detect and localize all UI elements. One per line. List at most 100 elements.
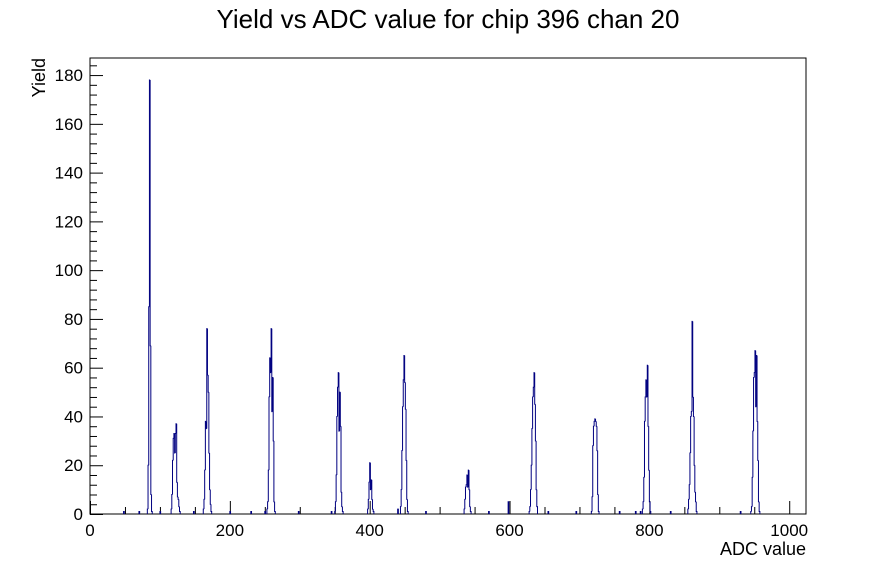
histogram-bin	[271, 328, 273, 413]
histogram-bin	[758, 501, 761, 514]
histogram-bin	[367, 498, 369, 510]
histogram-bin	[403, 354, 405, 380]
y-tick-label: 40	[64, 407, 83, 426]
histogram-bin	[209, 489, 211, 505]
histogram-bin	[597, 494, 600, 514]
histogram-bin	[530, 489, 532, 507]
histogram-bin	[751, 476, 753, 507]
histogram-bin	[179, 506, 181, 514]
axis-ticks	[90, 65, 791, 515]
histogram-bin	[534, 372, 536, 405]
histogram-bin	[176, 482, 179, 498]
x-tick-label: 600	[495, 521, 523, 540]
histogram-bin	[464, 486, 467, 500]
histogram-bin	[634, 511, 637, 514]
histogram-bin	[336, 415, 338, 475]
y-tick-label: 160	[55, 115, 83, 134]
histogram-bin	[369, 462, 372, 491]
histogram-bin	[691, 320, 693, 412]
histogram-bin	[400, 489, 402, 507]
histogram-bin	[401, 450, 403, 490]
histogram-bin	[149, 79, 151, 347]
histogram-bin	[266, 508, 268, 514]
histogram-bin	[536, 489, 538, 514]
histogram-bin	[202, 508, 204, 514]
histogram-bin	[690, 411, 693, 417]
histogram-bin	[192, 511, 195, 514]
x-axis-label: ADC value	[720, 539, 806, 559]
y-tick-label: 180	[55, 66, 83, 85]
histogram-bin	[592, 445, 594, 497]
histogram-bin	[402, 406, 404, 451]
histogram-bin	[171, 493, 173, 510]
histogram-bin	[750, 506, 753, 512]
histogram-bin	[643, 420, 646, 478]
histogram-bin	[693, 416, 695, 466]
histogram-bin	[337, 386, 339, 417]
histogram-bin	[173, 433, 175, 439]
histogram-bin	[267, 501, 269, 510]
histogram-bin	[757, 421, 759, 461]
histogram-bin	[534, 404, 537, 442]
histogram-bin	[689, 452, 691, 485]
histogram-bin	[268, 396, 270, 471]
histogram-bin	[753, 376, 755, 432]
y-tick-label: 120	[55, 212, 83, 231]
histogram-bin	[406, 499, 409, 514]
y-tick-label: 0	[74, 505, 83, 524]
histogram-bin	[547, 511, 550, 514]
histogram-bin	[274, 501, 276, 514]
histogram-bin	[172, 459, 174, 495]
histogram-bin	[644, 396, 646, 422]
histogram-bin	[151, 494, 153, 514]
y-tick-label: 80	[64, 310, 83, 329]
histogram-bin	[754, 350, 756, 373]
histogram-bin	[695, 492, 697, 503]
histogram-bin	[404, 382, 407, 410]
histogram-bin	[176, 423, 178, 483]
histogram-bin	[272, 377, 274, 442]
histogram-bin	[752, 430, 754, 478]
histogram-bin	[138, 511, 141, 514]
x-tick-label: 800	[635, 521, 663, 540]
histogram-bin	[371, 499, 374, 510]
histogram-bin	[642, 501, 644, 510]
histogram-bin	[756, 355, 758, 422]
histogram-bin	[174, 433, 177, 454]
plot-frame	[89, 57, 807, 515]
histogram-bin	[229, 511, 232, 514]
histogram-bin	[341, 492, 343, 508]
histogram-bin	[575, 511, 578, 514]
histogram-bin	[591, 496, 593, 512]
y-tick-label: 60	[64, 359, 83, 378]
histogram-bin	[335, 474, 337, 502]
histogram-bin	[178, 499, 180, 508]
histogram-bin	[639, 511, 642, 514]
histogram-bin	[594, 418, 596, 422]
histogram-bin	[669, 511, 672, 514]
histogram-bin	[688, 498, 690, 510]
histogram-bin	[649, 501, 652, 514]
histogram-bin	[372, 509, 375, 514]
histogram-bin	[507, 501, 510, 514]
x-tick-label: 0	[85, 521, 94, 540]
y-tick-label: 140	[55, 164, 83, 183]
histogram-bin	[399, 506, 402, 514]
histogram-bin	[529, 506, 531, 512]
histogram-bin	[203, 498, 205, 510]
histogram-bin	[646, 379, 648, 398]
histogram-bin	[397, 508, 399, 514]
histogram-bin	[341, 506, 344, 514]
histogram-bin	[532, 396, 534, 429]
histogram-bin	[530, 464, 532, 490]
histogram-bin	[208, 392, 210, 454]
histogram-bin	[688, 484, 690, 500]
histogram-bin	[402, 379, 404, 407]
histogram-bin	[269, 357, 272, 374]
histogram-bin	[593, 420, 595, 427]
histogram-bin	[170, 508, 172, 514]
histogram-bin	[757, 460, 760, 503]
histogram-bin	[645, 379, 647, 397]
histogram-bin	[468, 470, 470, 491]
histogram-bin	[206, 328, 209, 376]
